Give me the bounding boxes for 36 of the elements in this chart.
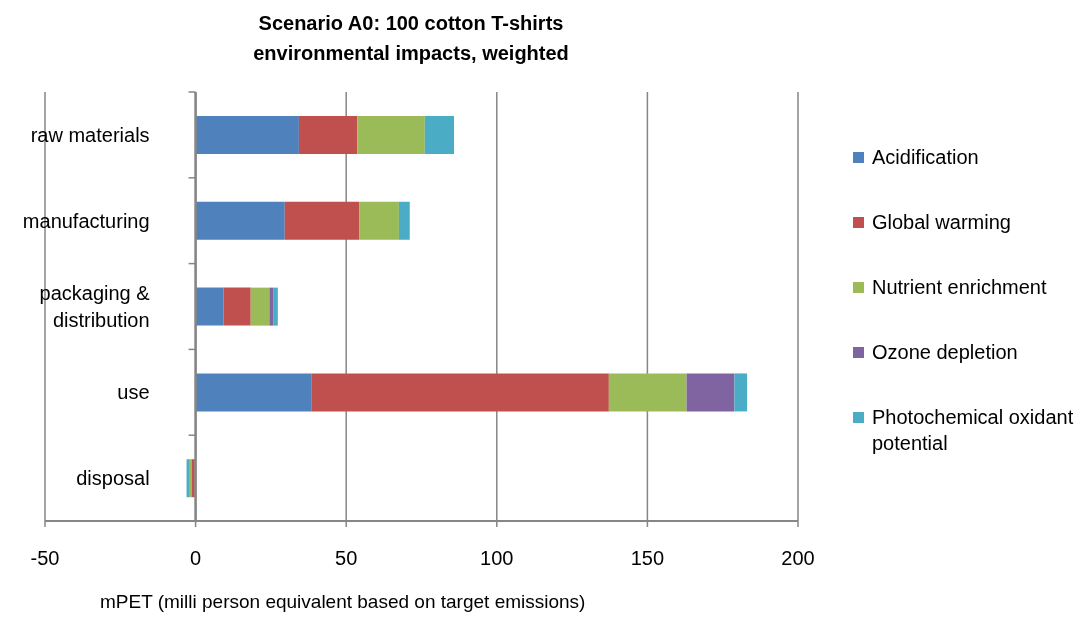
bar [195, 373, 312, 412]
bar [195, 201, 285, 240]
x-tick-label: 200 [781, 547, 815, 570]
y-tick-label: disposal [76, 467, 150, 490]
x-tick-label: 150 [630, 547, 665, 570]
bar [298, 116, 358, 155]
legend-label: Ozone depletion [872, 340, 1019, 365]
bar [398, 201, 410, 240]
bar [223, 287, 251, 326]
x-tick-label: 50 [335, 547, 358, 570]
bar [424, 116, 455, 155]
legend-label: Acidification [872, 145, 980, 170]
legend-label: Nutrient enrichment [872, 275, 1048, 300]
bar [357, 116, 425, 155]
x-axis-title: mPET (milli person equivalent based on target emissions) [100, 590, 586, 614]
y-tick-label: packaging & distribution [39, 282, 151, 332]
bar [269, 287, 274, 326]
legend-label: Global warming [872, 210, 1012, 235]
x-tick-label: -50 [30, 547, 60, 570]
bar [250, 287, 270, 326]
legend-label: Photochemical oxidant potential [872, 405, 1075, 456]
y-tick-label: raw materials [30, 124, 150, 146]
bar [734, 373, 748, 412]
y-tick-label: manufacturing [22, 209, 150, 232]
y-tick-label: use [117, 381, 150, 404]
chart-title: Scenario A0: 100 cotton T-shirts environmental impacts, weighted [252, 11, 570, 66]
bar [195, 287, 224, 326]
bar [284, 201, 360, 240]
bar [686, 373, 735, 412]
bar [359, 201, 399, 240]
bar [273, 287, 278, 326]
x-tick-label: 0 [190, 547, 202, 570]
bar [608, 373, 687, 412]
bar [311, 373, 609, 412]
bar [195, 116, 299, 155]
x-tick-label: 100 [480, 547, 514, 570]
